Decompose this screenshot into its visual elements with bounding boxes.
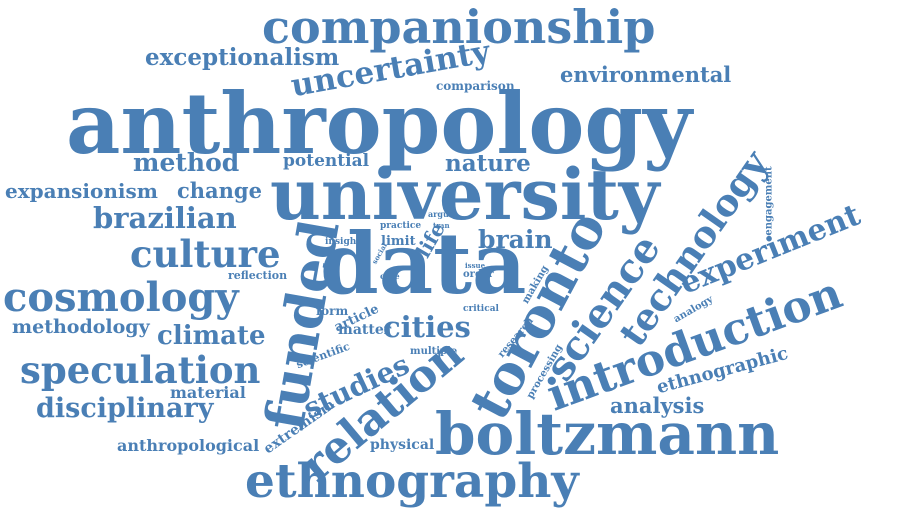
- word-order: order: [463, 269, 494, 280]
- word-material: material: [170, 383, 246, 402]
- word-speculation: speculation: [20, 348, 261, 392]
- word-insight: insight: [325, 237, 361, 247]
- word-limit: limit: [381, 234, 416, 249]
- word-argue: argue: [428, 209, 454, 219]
- word-multiple: multiple: [410, 346, 458, 357]
- word-data: data: [320, 214, 527, 313]
- word-culture: culture: [130, 232, 281, 276]
- word-disciplinary: disciplinary: [36, 393, 214, 424]
- word-physical: physical: [370, 437, 435, 453]
- word-anthropology: anthropology: [66, 74, 692, 173]
- word-cosmology: cosmology: [3, 274, 239, 321]
- word-method: method: [133, 148, 240, 177]
- word-matter: matter: [338, 322, 392, 338]
- word-tran: tran: [433, 221, 450, 230]
- word-cities: cities: [383, 310, 471, 344]
- word-form: form: [316, 304, 349, 318]
- word-expansionism: expansionism: [5, 179, 158, 203]
- word-comparison: comparison: [436, 79, 515, 93]
- word-analysis: analysis: [610, 393, 705, 418]
- word-environmental: environmental: [560, 62, 732, 87]
- word-anthropological: anthropological: [117, 436, 260, 455]
- word-climate: climate: [157, 321, 266, 351]
- word-nature: nature: [445, 150, 531, 177]
- word-ethnography: ethnography: [245, 454, 579, 509]
- word-change: change: [177, 178, 262, 203]
- word-case: case: [380, 271, 400, 281]
- word-methodology: methodology: [12, 316, 150, 338]
- word-boltzmann: boltzmann: [435, 400, 780, 468]
- word-critical: critical: [463, 304, 499, 314]
- word-university: university: [270, 153, 660, 236]
- word-companionship: companionship: [262, 0, 656, 54]
- word-practice: practice: [380, 221, 422, 231]
- word-brazilian: brazilian: [93, 201, 237, 235]
- word-reflection: reflection: [228, 269, 288, 282]
- word-issue: issue: [465, 261, 486, 270]
- word-brain: brain: [478, 225, 553, 254]
- word-exceptionalism: exceptionalism: [145, 44, 340, 71]
- word-potential: potential: [283, 151, 370, 171]
